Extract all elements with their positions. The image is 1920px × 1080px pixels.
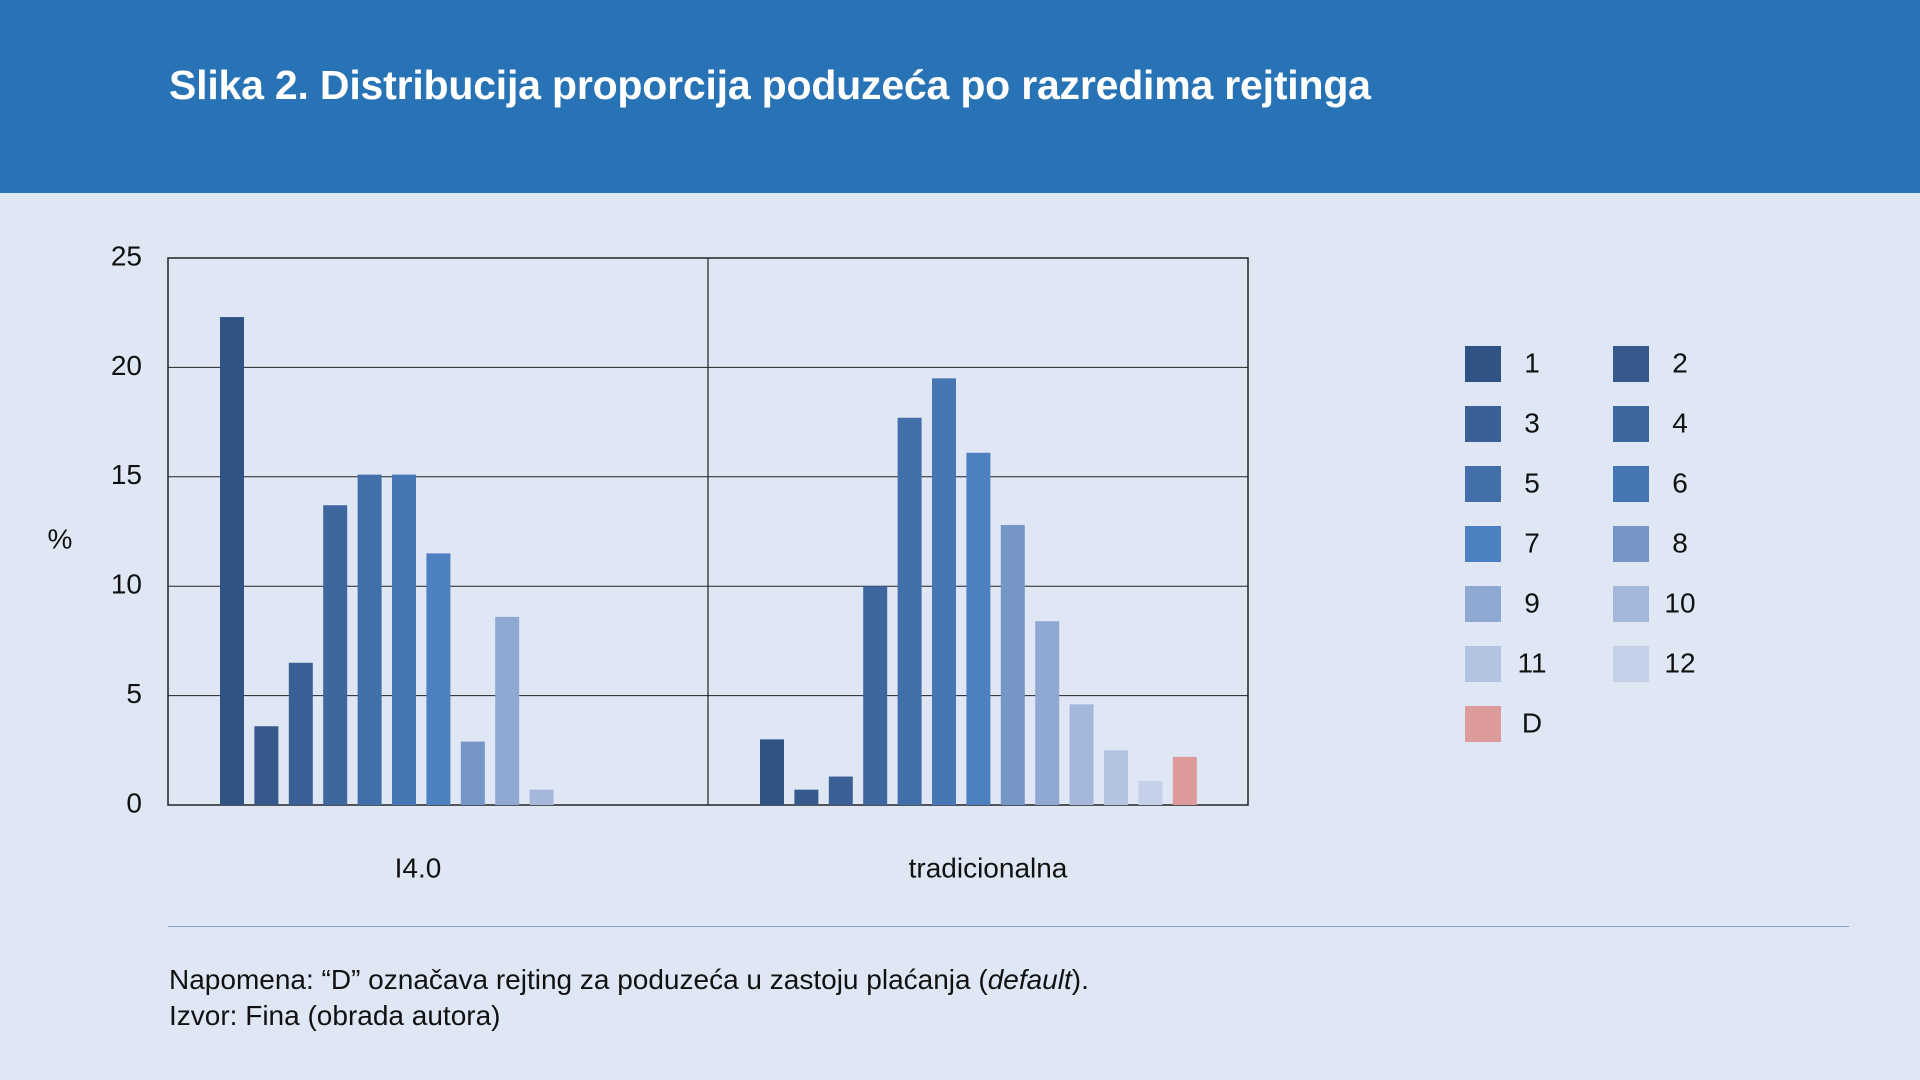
legend-label: 4: [1672, 407, 1688, 438]
bar-tradicionalna-3: [828, 776, 853, 805]
legend-swatch: [1465, 706, 1501, 742]
plot-area: [167, 257, 1249, 806]
legend-label: 6: [1672, 467, 1688, 498]
y-axis-label: %: [48, 523, 73, 554]
legend-swatch: [1465, 586, 1501, 622]
y-tick-label: 20: [111, 350, 142, 381]
legend-swatch: [1613, 526, 1649, 562]
note-text: Napomena: “D” označava rejting za poduze…: [169, 964, 1089, 996]
category-label: I4.0: [395, 852, 442, 883]
bar-I4.0-5: [357, 474, 382, 805]
bar-I4.0-10: [529, 789, 554, 805]
bar-tradicionalna-12: [1138, 780, 1163, 805]
legend-label: 2: [1672, 347, 1688, 378]
header-bar: [0, 0, 1920, 193]
legend-swatch: [1465, 646, 1501, 682]
bar-I4.0-4: [323, 505, 348, 805]
bar-tradicionalna-2: [794, 789, 819, 805]
legend-swatch: [1613, 646, 1649, 682]
category-label: tradicionalna: [909, 852, 1068, 883]
legend-label: 11: [1517, 647, 1546, 678]
legend-swatch: [1613, 406, 1649, 442]
y-axis-ticks: 0 5 10 15 20 25: [111, 240, 142, 818]
bar-tradicionalna-4: [863, 586, 888, 805]
legend-swatch: [1613, 346, 1649, 382]
legend-label: 12: [1664, 647, 1695, 678]
bar-I4.0-8: [460, 741, 485, 805]
page-title: Slika 2. Distribucija proporcija poduzeć…: [169, 62, 1371, 108]
note-prefix: Napomena: “D” označava rejting za poduze…: [169, 964, 988, 995]
bar-tradicionalna-1: [760, 739, 784, 805]
bar-tradicionalna-D: [1172, 756, 1197, 805]
legend-label: 7: [1524, 527, 1540, 558]
legend-label: 1: [1524, 347, 1540, 378]
divider: [168, 926, 1849, 927]
bar-I4.0-3: [288, 662, 313, 805]
bar-tradicionalna-11: [1104, 750, 1128, 805]
source-text: Izvor: Fina (obrada autora): [169, 1000, 501, 1031]
legend-swatch: [1465, 346, 1501, 382]
legend-label: 9: [1524, 587, 1540, 618]
bar-tradicionalna-9: [1035, 621, 1060, 805]
y-tick-label: 10: [111, 569, 142, 600]
bar-I4.0-9: [495, 616, 520, 805]
legend-label: 8: [1672, 527, 1688, 558]
bar-I4.0-6: [392, 474, 416, 805]
bar-I4.0-1: [220, 317, 244, 805]
legend-label: 3: [1524, 407, 1540, 438]
legend-label: D: [1522, 707, 1542, 738]
legend-label: 5: [1524, 467, 1540, 498]
bar-tradicionalna-6: [932, 378, 956, 805]
bar-I4.0-7: [426, 553, 451, 805]
bar-I4.0-2: [254, 726, 279, 805]
legend-swatch: [1613, 466, 1649, 502]
legend-swatch: [1613, 586, 1649, 622]
legend-swatch: [1465, 526, 1501, 562]
y-tick-label: 15: [111, 459, 142, 490]
legend-label: 10: [1664, 587, 1695, 618]
bar-tradicionalna-7: [966, 452, 991, 805]
bar-tradicionalna-5: [897, 417, 922, 805]
bar-tradicionalna-10: [1069, 704, 1094, 805]
legend-swatch: [1465, 466, 1501, 502]
category-labels: I4.0 tradicionalna: [395, 852, 1068, 883]
y-tick-label: 5: [126, 678, 142, 709]
note-italic: default: [987, 964, 1072, 995]
bar-tradicionalna-8: [1000, 524, 1025, 805]
gridlines: [168, 366, 1248, 697]
legend-swatch: [1465, 406, 1501, 442]
y-tick-label: 0: [126, 787, 142, 818]
bars: [220, 317, 1197, 805]
y-tick-label: 25: [111, 240, 142, 271]
note-suffix: ).: [1071, 964, 1089, 995]
